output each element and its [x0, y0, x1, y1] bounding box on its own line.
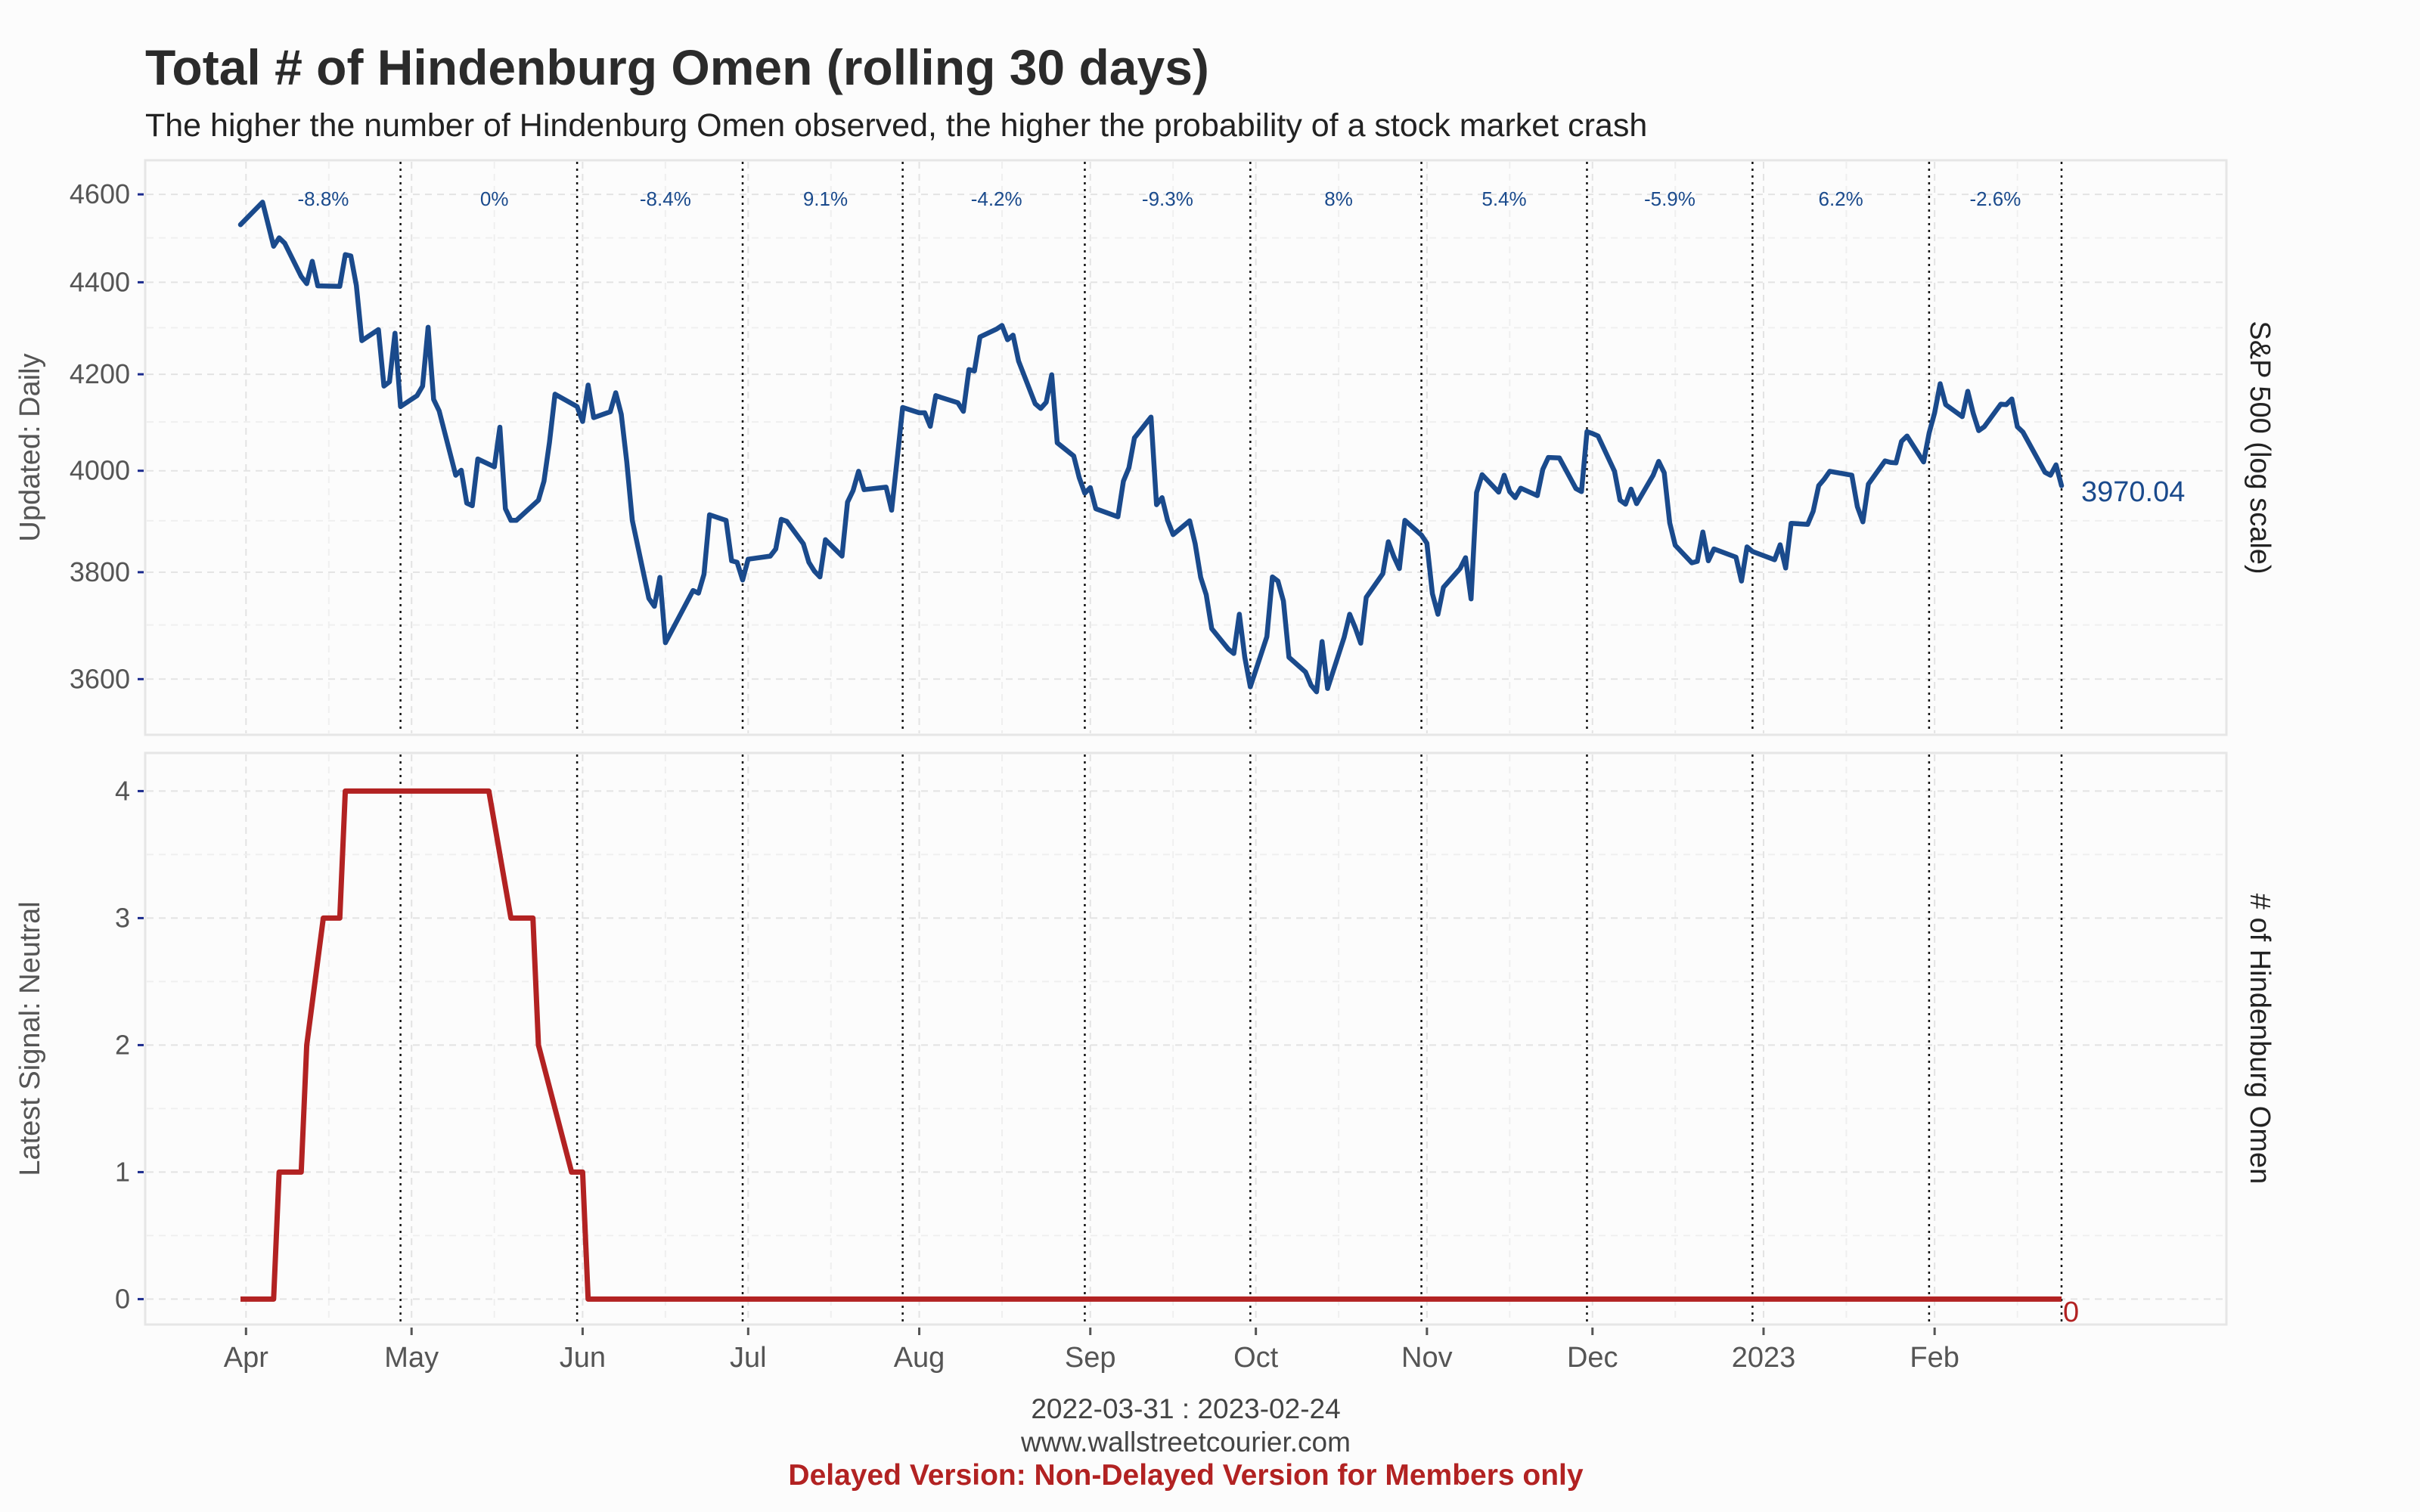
y-tick-label: 4000: [70, 455, 130, 486]
x-axis: Apr May Jun Jul Aug Sep Oct Nov Dec 2023 Feb: [224, 1328, 1959, 1374]
bottom-left-axis-label: Latest Signal: Neutral: [14, 901, 46, 1176]
x-tick-label: Dec: [1567, 1342, 1618, 1374]
chart-subtitle: The higher the number of Hindenburg Omen…: [145, 107, 1647, 144]
omen-last-value: 0: [2063, 1297, 2079, 1328]
y-tick-label: 1: [115, 1156, 130, 1187]
omen-panel-frame: [144, 751, 2228, 1326]
x-tick-label: Oct: [1233, 1342, 1279, 1374]
x-tick-label: Aug: [894, 1342, 945, 1374]
y-tick-label: 3800: [70, 556, 130, 587]
x-tick-label: Jul: [730, 1342, 767, 1374]
x-tick-label: Jun: [560, 1342, 606, 1374]
monthly-return-label: 8%: [1324, 187, 1353, 210]
date-range: 2022-03-31 : 2023-02-24: [1031, 1393, 1340, 1424]
x-tick-label: Feb: [1910, 1342, 1959, 1374]
monthly-return-label: -5.9%: [1644, 187, 1696, 210]
x-tick-label: Nov: [1401, 1342, 1453, 1374]
delayed-notice: Delayed Version: Non-Delayed Version for…: [788, 1459, 1583, 1492]
monthly-return-label: -8.8%: [297, 187, 349, 210]
monthly-return-label: -9.3%: [1142, 187, 1193, 210]
monthly-return-label: 5.4%: [1481, 187, 1526, 210]
sp500-axis-label: S&P 500 (log scale): [2244, 321, 2276, 574]
sp500-panel: 3600 3800 4000 4200 4400 4600 -8.8% 0% -8.4% 9.1…: [14, 159, 2276, 736]
y-tick-label: 4: [115, 775, 130, 806]
y-tick-label: 4600: [70, 178, 130, 209]
x-tick-label: May: [384, 1342, 439, 1374]
sp500-last-value: 3970.04: [2081, 476, 2185, 508]
omen-axis-label: # of Hindenburg Omen: [2244, 894, 2276, 1184]
omen-count-line: [240, 788, 2062, 1302]
x-tick-label: Sep: [1065, 1342, 1116, 1374]
omen-panel: 0 1 2 3 4 0 Latest Signal: Neutral # of Hind…: [14, 751, 2276, 1328]
website-link[interactable]: www.wallstreetcourier.com: [1020, 1427, 1351, 1458]
chart-title: Total # of Hindenburg Omen (rolling 30 d…: [145, 39, 1209, 95]
x-tick-label: Apr: [224, 1342, 268, 1374]
monthly-return-label: 9.1%: [803, 187, 848, 210]
x-tick-label: 2023: [1732, 1342, 1796, 1374]
monthly-return-label: -4.2%: [971, 187, 1022, 210]
monthly-return-label: -8.4%: [640, 187, 691, 210]
monthly-return-label: 6.2%: [1818, 187, 1863, 210]
monthly-return-label: 0%: [480, 187, 509, 210]
y-tick-label: 3600: [70, 663, 130, 694]
y-tick-label: 2: [115, 1029, 130, 1060]
sp500-line: [237, 200, 2065, 695]
y-tick-label: 3: [115, 902, 130, 933]
top-left-axis-label: Updated: Daily: [14, 353, 46, 541]
monthly-return-label: -2.6%: [1969, 187, 2021, 210]
y-tick-label: 4400: [70, 266, 130, 297]
y-tick-label: 0: [115, 1283, 130, 1314]
sp500-panel-frame: [144, 159, 2228, 736]
y-tick-label: 4200: [70, 358, 130, 389]
